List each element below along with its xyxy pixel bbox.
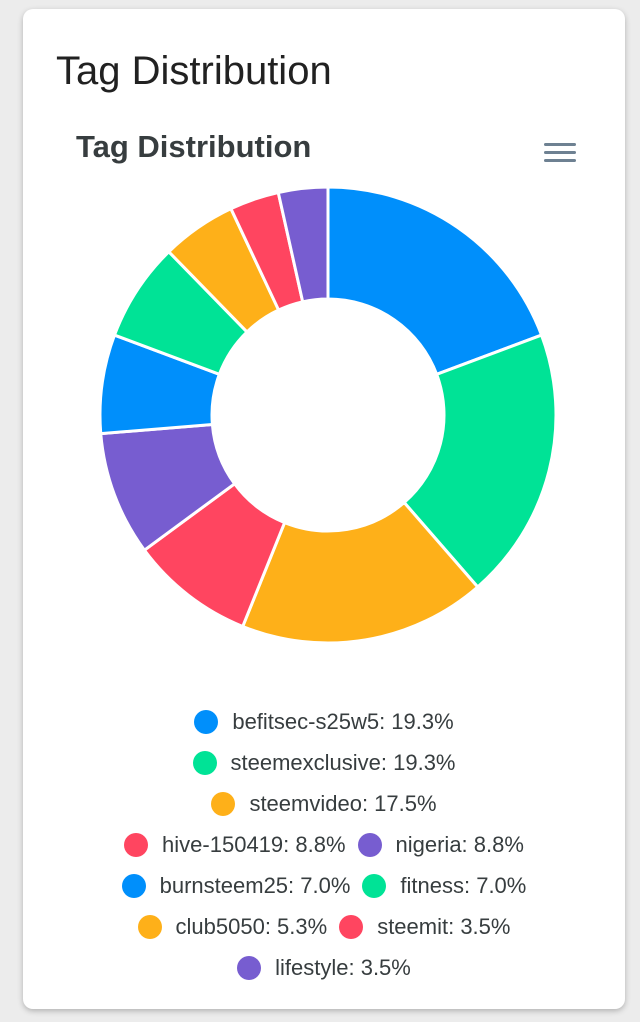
donut-slice-steemexclusive[interactable]: [402, 333, 558, 590]
legend-marker: [124, 832, 149, 857]
legend-item-burnsteem25[interactable]: burnsteem25: 7.0%: [121, 872, 351, 899]
legend-item-club5050[interactable]: club5050: 5.3%: [137, 913, 328, 940]
chart-card: Tag Distribution Tag Distribution befits…: [23, 9, 625, 1009]
legend-item-hive-150419[interactable]: hive-150419: 8.8%: [124, 831, 346, 858]
legend-marker: [192, 750, 217, 775]
legend-row: befitsec-s25w5: 19.3%: [23, 701, 625, 742]
legend-row: steemexclusive: 19.3%: [23, 742, 625, 783]
legend-marker: [362, 873, 387, 898]
legend-marker: [357, 832, 382, 857]
legend-label: steemexclusive: 19.3%: [230, 749, 456, 775]
legend-label: befitsec-s25w5: 19.3%: [232, 708, 454, 734]
legend-label: lifestyle: 3.5%: [275, 954, 411, 980]
legend-row: hive-150419: 8.8% nigeria: 8.8%: [23, 824, 625, 865]
legend-marker: [339, 914, 364, 939]
legend-label: steemit: 3.5%: [377, 913, 511, 939]
legend-marker: [211, 791, 236, 816]
legend-item-nigeria[interactable]: nigeria: 8.8%: [357, 831, 524, 858]
menu-bar: [544, 159, 576, 162]
menu-bar: [544, 151, 576, 154]
legend-item-fitness[interactable]: fitness: 7.0%: [362, 873, 526, 899]
donut-slice-lifestyle[interactable]: [276, 185, 330, 304]
legend-item-befitsec-s25w5[interactable]: befitsec-s25w5: 19.3%: [194, 708, 454, 735]
legend-item-lifestyle[interactable]: lifestyle: 3.5%: [237, 955, 411, 981]
legend-label: club5050: 5.3%: [175, 913, 328, 939]
legend-row: club5050: 5.3% steemit: 3.5%: [23, 906, 625, 947]
legend-marker: [121, 873, 146, 898]
legend-label: steemvideo: 17.5%: [249, 790, 437, 816]
legend-item-steemvideo[interactable]: steemvideo: 17.5%: [211, 790, 437, 817]
hamburger-menu-icon[interactable]: [541, 137, 579, 169]
legend-row: steemvideo: 17.5%: [23, 783, 625, 824]
legend-row: lifestyle: 3.5%: [23, 947, 625, 988]
legend-item-steemexclusive[interactable]: steemexclusive: 19.3%: [192, 749, 456, 776]
donut-slice-steemvideo[interactable]: [240, 500, 480, 645]
chart-legend: befitsec-s25w5: 19.3% steemexclusive: 19.…: [23, 701, 625, 988]
donut-chart: [98, 185, 558, 645]
donut-slice-befitsec-s25w5[interactable]: [326, 185, 544, 377]
legend-marker: [237, 955, 262, 980]
legend-row: burnsteem25: 7.0% fitness: 7.0%: [23, 865, 625, 906]
legend-marker: [194, 709, 219, 734]
chart-title: Tag Distribution: [76, 129, 312, 164]
legend-label: nigeria: 8.8%: [395, 831, 524, 857]
legend-label: burnsteem25: 7.0%: [159, 872, 351, 898]
legend-item-steemit[interactable]: steemit: 3.5%: [339, 914, 510, 940]
legend-marker: [137, 914, 162, 939]
menu-bar: [544, 143, 576, 146]
card-title: Tag Distribution: [56, 49, 332, 93]
legend-label: hive-150419: 8.8%: [162, 831, 346, 857]
legend-label: fitness: 7.0%: [400, 872, 527, 898]
